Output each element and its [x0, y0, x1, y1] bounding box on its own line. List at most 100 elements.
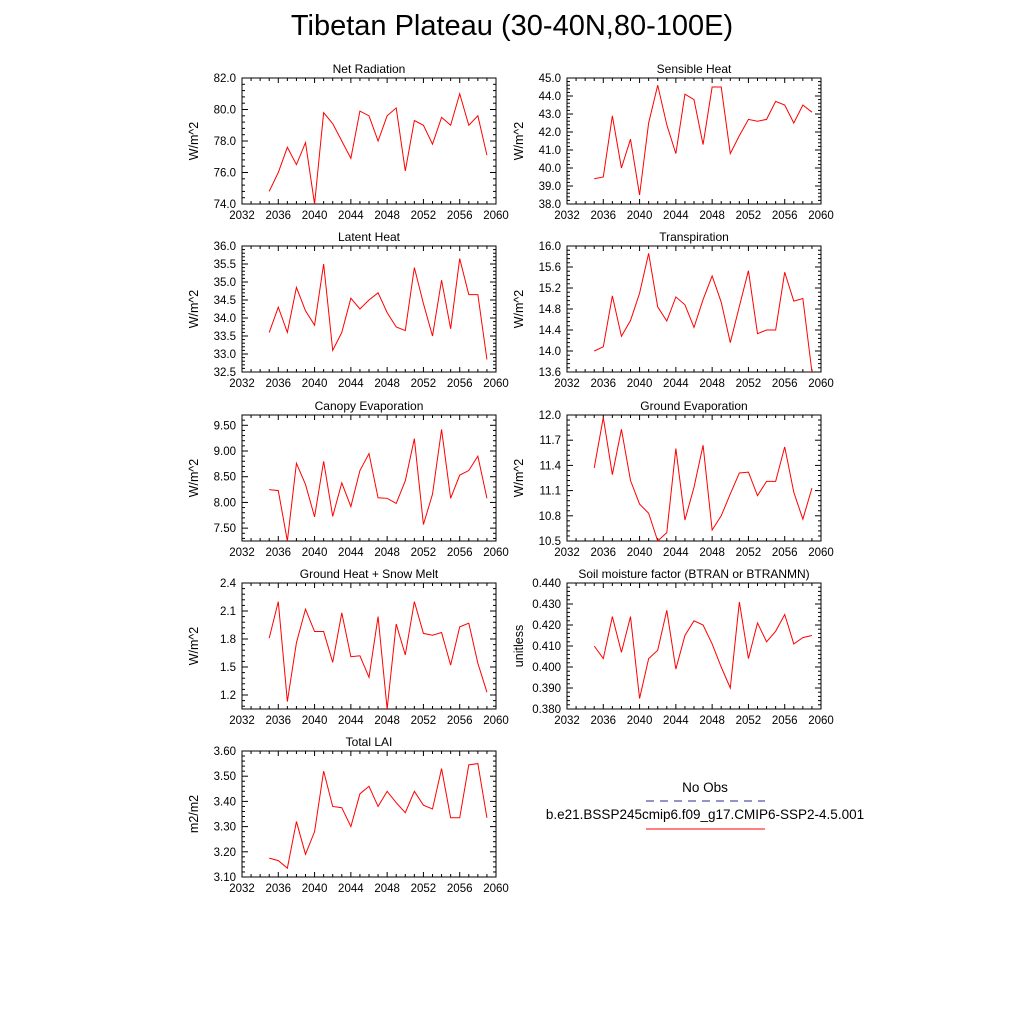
y-tick-label: 0.420: [532, 620, 561, 632]
panel-transpiration: Transpiration W/m^2 2032 2036 2040 2044 2048 20…: [512, 230, 834, 390]
plot-frame: [241, 750, 497, 878]
y-tick-label: 74.0: [214, 199, 236, 211]
x-tick-label: 2056: [447, 883, 473, 895]
x-tick-label: 2048: [699, 210, 725, 222]
y-tick-label: 9.00: [214, 446, 236, 458]
y-tick-label: 9.50: [214, 420, 236, 432]
y-axis-label: W/m^2: [512, 122, 526, 161]
plot-frame: [241, 245, 497, 373]
y-tick-label: 35.5: [214, 259, 236, 271]
y-tick-label: 34.5: [214, 295, 236, 307]
y-tick-label: 11.7: [539, 435, 561, 447]
y-tick-label: 42.0: [539, 127, 561, 139]
x-tick-label: 2056: [447, 210, 473, 222]
x-tick-label: 2032: [554, 715, 580, 727]
x-tick-label: 2048: [374, 715, 400, 727]
x-tick-label: 2060: [808, 547, 834, 559]
y-tick-label: 76.0: [214, 168, 236, 180]
y-tick-label: 14.4: [539, 325, 562, 337]
x-tick-label: 2036: [265, 210, 291, 222]
x-tick-label: 2060: [808, 210, 834, 222]
y-axis-label: W/m^2: [187, 459, 201, 498]
y-tick-label: 35.0: [214, 277, 236, 289]
x-tick-label: 2044: [338, 883, 364, 895]
x-tick-label: 2032: [554, 210, 580, 222]
x-tick-label: 2044: [663, 715, 689, 727]
plot-frame: [566, 77, 822, 205]
x-tick-label: 2048: [374, 883, 400, 895]
y-tick-label: 33.0: [214, 349, 236, 361]
x-tick-label: 2032: [554, 547, 580, 559]
y-tick-label: 3.20: [214, 847, 236, 859]
panel-title: Latent Heat: [338, 230, 401, 244]
x-tick-label: 2060: [483, 378, 509, 390]
x-tick-label: 2036: [265, 715, 291, 727]
panels: Net Radiation W/m^2 2032 2036 2040 2044 2048 20…: [187, 62, 834, 895]
x-tick-label: 2032: [229, 715, 255, 727]
y-tick-label: 78.0: [214, 136, 236, 148]
x-tick-label: 2040: [627, 547, 653, 559]
x-tick-label: 2044: [338, 210, 364, 222]
panel-title: Canopy Evaporation: [315, 399, 424, 413]
x-tick-label: 2060: [483, 715, 509, 727]
x-tick-label: 2060: [808, 378, 834, 390]
series-line-soil-moisture-factor-btran-or-btranmn: [593, 601, 813, 699]
x-tick-label: 2032: [229, 883, 255, 895]
y-tick-label: 0.400: [532, 662, 561, 674]
x-tick-label: 2052: [411, 547, 437, 559]
y-tick-label: 7.50: [214, 523, 236, 535]
x-tick-label: 2036: [590, 378, 616, 390]
y-tick-label: 41.0: [539, 145, 561, 157]
series-line-latent-heat: [268, 258, 488, 360]
y-tick-label: 10.8: [539, 511, 561, 523]
y-tick-label: 39.0: [539, 181, 561, 193]
x-tick-label: 2040: [302, 378, 328, 390]
x-tick-label: 2040: [302, 210, 328, 222]
legend-label-model-run: b.e21.BSSP245cmip6.f09_g17.CMIP6-SSP2-4.…: [546, 807, 864, 822]
y-tick-label: 15.6: [539, 262, 561, 274]
series-line-total-lai: [269, 763, 488, 870]
series-line-sensible-heat: [594, 85, 813, 196]
x-tick-label: 2052: [736, 210, 762, 222]
y-tick-label: 36.0: [214, 241, 236, 253]
x-tick-label: 2056: [447, 715, 473, 727]
x-tick-label: 2032: [229, 378, 255, 390]
x-tick-label: 2036: [590, 210, 616, 222]
x-tick-label: 2032: [229, 210, 255, 222]
x-tick-label: 2040: [302, 883, 328, 895]
x-tick-label: 2036: [265, 378, 291, 390]
panel-ground-evaporation: Ground Evaporation W/m^2 2032 2036 2040 2044 2…: [512, 399, 834, 559]
y-axis-label: W/m^2: [512, 459, 526, 498]
y-axis-label: W/m^2: [512, 290, 526, 329]
x-tick-label: 2056: [772, 715, 798, 727]
legend-label-no-obs: No Obs: [682, 780, 728, 795]
x-tick-label: 2048: [699, 547, 725, 559]
x-tick-label: 2044: [338, 378, 364, 390]
x-tick-label: 2044: [663, 210, 689, 222]
x-tick-label: 2036: [265, 883, 291, 895]
y-tick-label: 3.10: [214, 872, 236, 884]
y-tick-label: 3.30: [214, 822, 236, 834]
y-axis-label: m2/m2: [187, 795, 201, 833]
y-tick-label: 45.0: [539, 73, 561, 85]
y-axis-label: W/m^2: [187, 627, 201, 666]
panel-net-radiation: Net Radiation W/m^2 2032 2036 2040 2044 2048 20…: [187, 62, 509, 222]
y-tick-label: 11.4: [539, 460, 561, 472]
plot-frame: [241, 582, 497, 710]
x-tick-label: 2032: [554, 378, 580, 390]
panel-title: Net Radiation: [333, 62, 406, 76]
x-tick-label: 2048: [699, 378, 725, 390]
y-axis-label: W/m^2: [187, 290, 201, 329]
plot-frame: [241, 414, 497, 542]
y-tick-label: 3.50: [214, 771, 236, 783]
y-tick-label: 3.60: [214, 746, 236, 758]
x-tick-label: 2060: [808, 715, 834, 727]
x-tick-label: 2060: [483, 547, 509, 559]
y-tick-label: 2.1: [220, 606, 236, 618]
y-tick-label: 32.5: [214, 367, 236, 379]
x-tick-label: 2040: [302, 715, 328, 727]
series-line-transpiration: [594, 253, 813, 373]
plot-frame: [566, 582, 822, 710]
page-title: Tibetan Plateau (30-40N,80-100E): [290, 10, 734, 42]
